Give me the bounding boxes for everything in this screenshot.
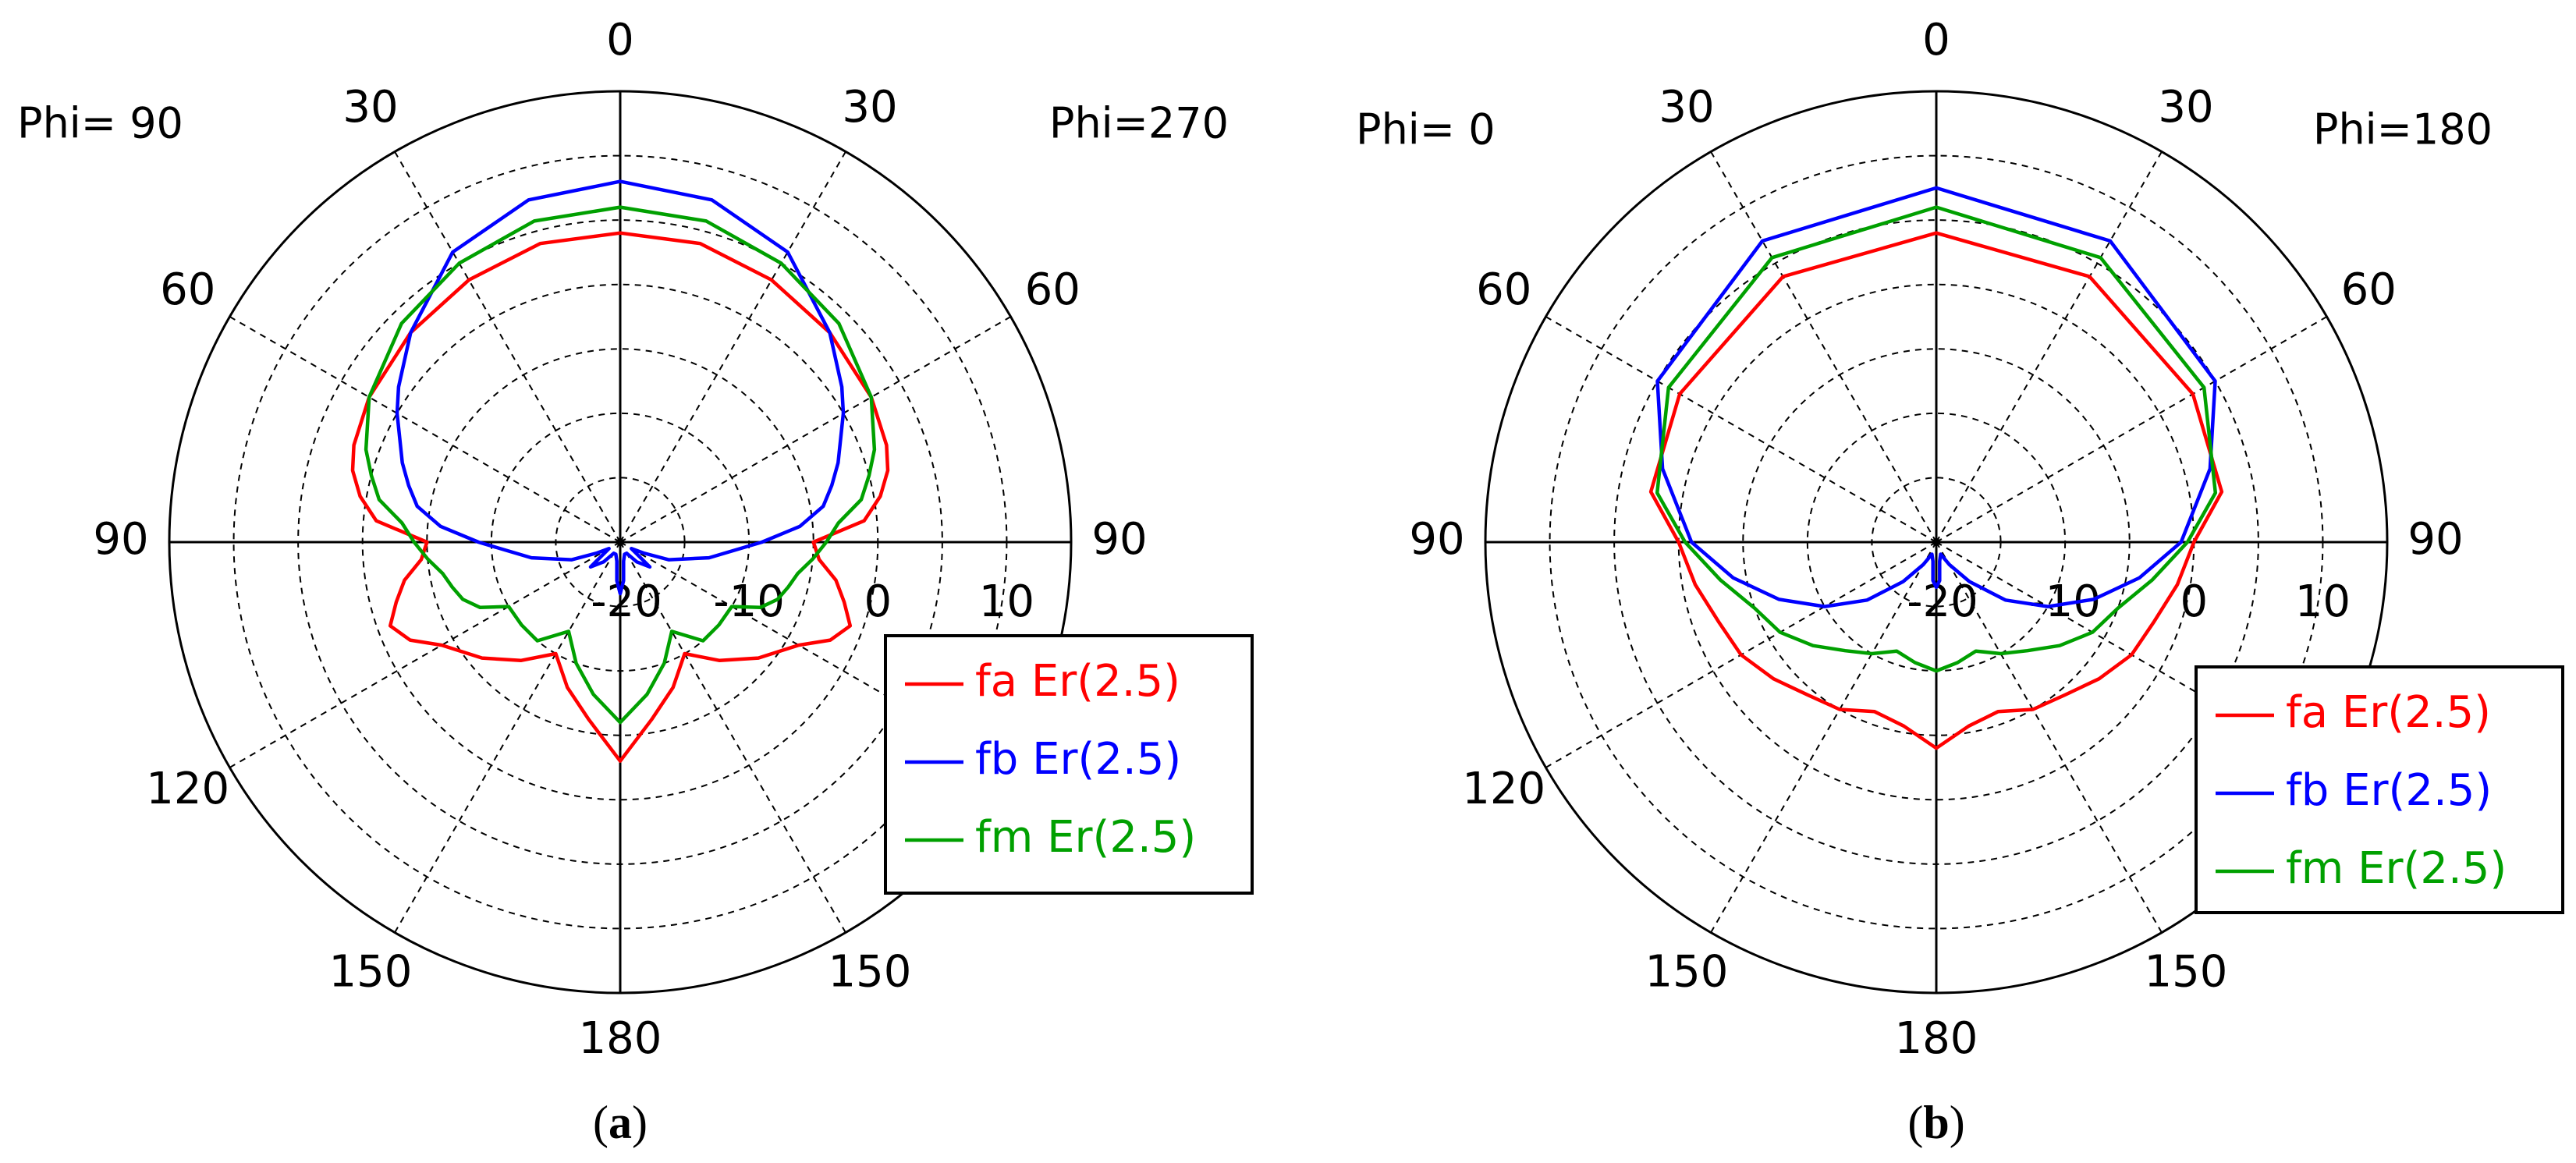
grid-spoke [1710, 151, 1937, 543]
radial-tick-label: -20 [1907, 576, 1978, 627]
grid-spoke [1710, 541, 1937, 934]
radial-tick-label: -20 [591, 576, 662, 627]
phi-label-left: Phi= 90 [17, 99, 183, 148]
angle-label-left-60: 60 [1476, 264, 1531, 315]
legend-label-fm: fm Er(2.5) [2286, 843, 2507, 894]
legend-label-fb: fb Er(2.5) [975, 734, 1181, 785]
angle-label-right-30: 30 [2158, 82, 2213, 133]
center-point [616, 538, 624, 546]
angle-label-left-30: 30 [342, 82, 398, 133]
grid-spoke [1545, 316, 1937, 543]
radial-tick-label: 0 [864, 576, 892, 627]
radial-tick-label: 10 [979, 576, 1034, 627]
angle-label-left-150: 150 [1645, 946, 1729, 997]
grid-spoke [1936, 316, 2328, 543]
grid-spoke [1936, 541, 2163, 934]
angle-label-left-150: 150 [329, 946, 413, 997]
angle-label-180: 180 [1895, 1013, 1978, 1064]
radial-tick-label: 10 [2295, 576, 2351, 627]
caption-letter: a [609, 1097, 632, 1148]
grid-spoke [229, 541, 621, 768]
angle-label-0: 0 [606, 15, 634, 66]
polar-chart-b: 0 30 30 60 60 90 90 120 150 150 180 -20 -10 0 10 Phi= 0… [1356, 15, 2564, 1148]
series-line-fa [1648, 231, 2224, 750]
grid-spoke [229, 316, 621, 543]
angle-label-right-60: 60 [2341, 264, 2397, 315]
series-line-fa [350, 231, 890, 763]
series-line-fb [1655, 186, 2217, 608]
angle-label-right-90: 90 [2407, 514, 2463, 565]
caption-paren-right: ) [1950, 1097, 1965, 1148]
grid-spoke [394, 151, 621, 543]
phi-label-right: Phi=270 [1049, 99, 1229, 148]
legend-box [884, 634, 1254, 895]
grid-spoke [1936, 151, 2163, 543]
grid-spoke [619, 151, 846, 543]
legend: fa Er(2.5) fb Er(2.5) fm Er(2.5) [2195, 665, 2564, 914]
grid-spoke [619, 316, 1012, 543]
panel-caption: (a) [593, 1097, 648, 1148]
angle-label-right-90: 90 [1091, 514, 1147, 565]
angle-label-left-30: 30 [1659, 82, 1714, 133]
phi-label-right: Phi=180 [2313, 105, 2493, 154]
phi-label-left: Phi= 0 [1356, 105, 1496, 154]
caption-paren-right: ) [632, 1097, 648, 1148]
legend-label-fa: fa Er(2.5) [2286, 687, 2491, 738]
caption-paren-left: ( [593, 1097, 609, 1148]
panel-caption: (b) [1907, 1097, 1964, 1148]
radial-tick-label: -10 [2029, 576, 2100, 627]
series-line-fb [395, 179, 846, 596]
radial-tick-label: 0 [2180, 576, 2208, 627]
grid-spoke [619, 541, 846, 934]
angle-label-180: 180 [579, 1013, 662, 1064]
center-point [1932, 538, 1940, 546]
angle-label-left-90: 90 [93, 514, 148, 565]
angle-label-left-120: 120 [1462, 764, 1545, 814]
angle-label-0: 0 [1922, 15, 1950, 66]
series-line-fm [364, 205, 877, 725]
angle-label-left-90: 90 [1409, 514, 1464, 565]
polar-grid [168, 90, 1073, 995]
legend-label-fm: fm Er(2.5) [975, 812, 1196, 863]
legend-label-fb: fb Er(2.5) [2286, 765, 2492, 816]
series-line-fm [1655, 205, 2218, 673]
angle-label-left-120: 120 [146, 764, 229, 814]
caption-paren-left: ( [1907, 1097, 1923, 1148]
angle-label-right-30: 30 [842, 82, 897, 133]
legend: fa Er(2.5) fb Er(2.5) fm Er(2.5) [884, 634, 1254, 895]
legend-label-fa: fa Er(2.5) [975, 656, 1180, 707]
caption-letter: b [1923, 1097, 1949, 1148]
grid-spoke [394, 541, 621, 934]
angle-label-right-150: 150 [829, 946, 912, 997]
angle-label-right-60: 60 [1025, 264, 1080, 315]
angle-label-right-150: 150 [2145, 946, 2228, 997]
angle-label-left-60: 60 [160, 264, 215, 315]
